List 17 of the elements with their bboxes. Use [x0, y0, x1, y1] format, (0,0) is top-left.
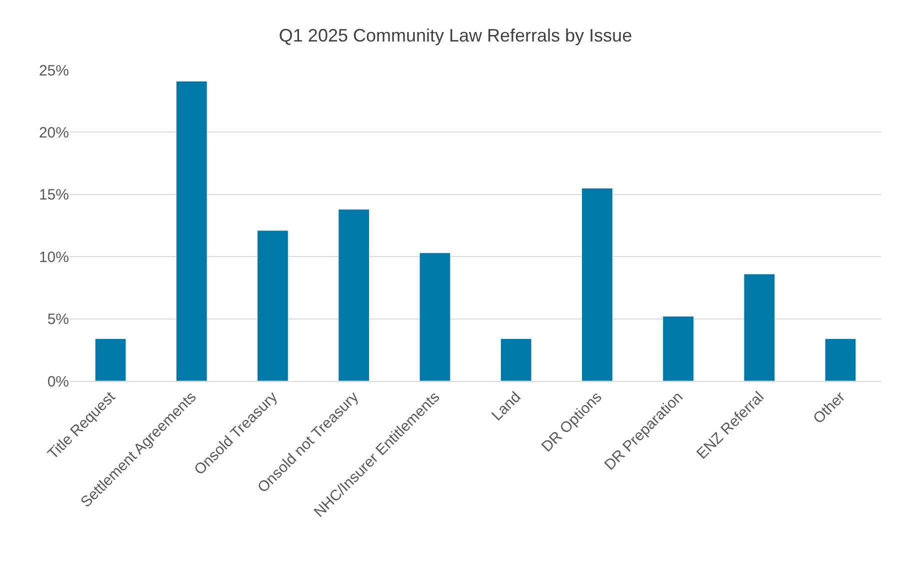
y-tick-label: 25% [38, 62, 69, 80]
chart-title: Q1 2025 Community Law Referrals by Issue [278, 26, 632, 46]
bar [824, 338, 856, 381]
bar [662, 316, 694, 381]
bar [419, 252, 451, 381]
y-tick-label: 5% [47, 311, 69, 328]
y-tick-label: 10% [38, 248, 69, 266]
bar [338, 209, 370, 381]
bar [744, 274, 776, 381]
y-tick-label: 15% [38, 186, 69, 204]
y-tick-label: 0% [47, 373, 69, 390]
bar [500, 338, 532, 381]
bar [94, 338, 126, 381]
bar [257, 230, 288, 381]
bar [581, 188, 613, 381]
y-tick-label: 20% [38, 124, 69, 142]
bar [176, 80, 208, 381]
